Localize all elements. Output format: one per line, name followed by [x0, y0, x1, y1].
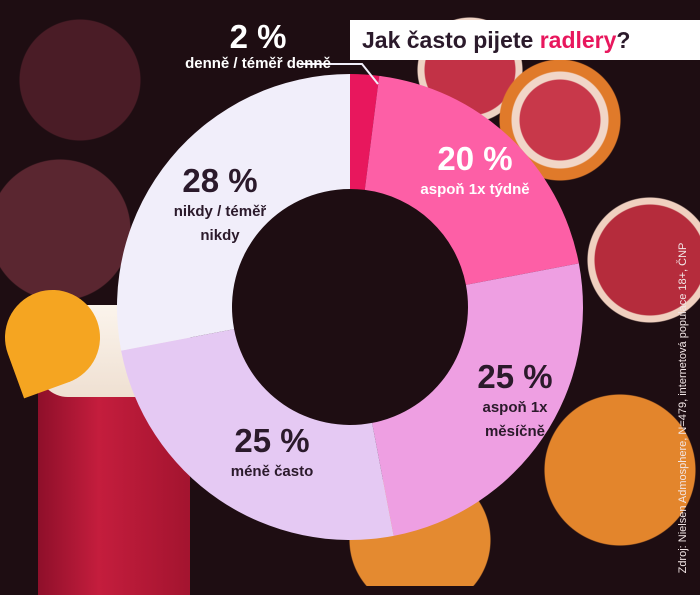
- title-text: Jak často pijete: [362, 27, 540, 53]
- value-label: 28 %: [182, 162, 258, 199]
- category-label: aspoň 1x týdně: [420, 181, 530, 198]
- category-label: aspoň 1x: [482, 399, 548, 416]
- value-label: 20 %: [437, 140, 513, 177]
- leader-line: [300, 63, 379, 85]
- chart-title: Jak často pijete radlery?: [350, 20, 700, 60]
- donut-slice-0: [350, 74, 380, 190]
- category-label: nikdy: [200, 227, 240, 244]
- donut-slice-3: [121, 329, 394, 540]
- label-never: 28 % nikdy / téměř nikdy: [174, 162, 267, 248]
- category-label: nikdy / téměř: [173, 203, 267, 220]
- value-label: 25 %: [234, 422, 310, 459]
- category-label: měsíčně: [484, 423, 546, 440]
- label-less-often: 25 % méně často: [231, 422, 314, 484]
- value-label: 25 %: [477, 358, 553, 395]
- label-daily: 2 % denně / téměř denně: [185, 18, 331, 76]
- value-label: 2 %: [229, 18, 287, 55]
- title-highlight: radlery: [539, 27, 617, 53]
- donut-slice-1: [364, 75, 579, 285]
- title-suffix: ?: [616, 27, 631, 53]
- label-weekly: 20 % aspoň 1x týdně: [420, 140, 529, 202]
- donut-slice-4: [116, 74, 350, 351]
- donut-slice-2: [372, 263, 583, 536]
- source-note: Zdroj: Nielsen Admosphere, N=479, intern…: [677, 242, 689, 574]
- category-label: méně často: [230, 463, 314, 480]
- category-label: denně / téměř denně: [185, 55, 331, 72]
- label-monthly: 25 % aspoň 1x měsíčně: [477, 358, 552, 444]
